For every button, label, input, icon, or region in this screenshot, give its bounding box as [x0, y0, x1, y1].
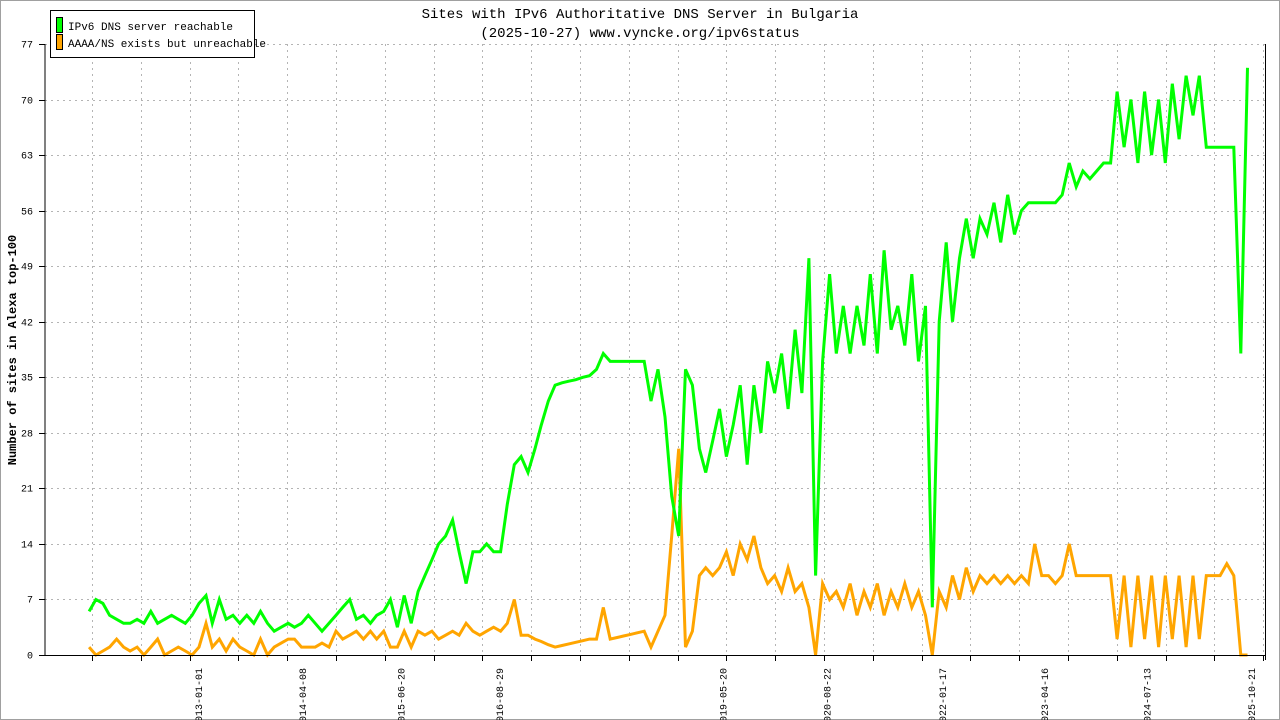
y-tick-label: 7 — [27, 596, 33, 607]
y-tick-label: 56 — [21, 208, 33, 219]
axes — [44, 44, 1266, 660]
x-tick-label: 2020-08-22 — [823, 668, 834, 720]
legend-label-unreachable: AAAA/NS exists but unreachable — [68, 39, 266, 51]
x-tick-label: 2023-04-16 — [1041, 668, 1052, 720]
y-ticks: 0 7 14 21 28 35 42 49 56 63 70 77 — [21, 41, 45, 663]
legend: IPv6 DNS server reachable AAAA/NS exists… — [50, 10, 266, 58]
y-tick-label: 63 — [21, 152, 33, 163]
chart-subtitle: (2025-10-27) www.vyncke.org/ipv6status — [480, 26, 799, 42]
x-tick-label: 2013-01-01 — [195, 668, 206, 720]
y-tick-label: 42 — [21, 319, 33, 330]
chart-title: Sites with IPv6 Authoritative DNS Server… — [422, 7, 859, 23]
x-tick-label: 2025-10-21 — [1248, 668, 1259, 720]
y-tick-label: 28 — [21, 430, 33, 441]
x-tick-label: 2019-05-20 — [720, 668, 731, 720]
y-tick-label: 14 — [21, 541, 33, 552]
x-tick-label: 2014-04-08 — [299, 668, 310, 720]
y-tick-label: 35 — [21, 374, 33, 385]
legend-box — [50, 10, 255, 58]
legend-swatch-ipv6-reachable — [56, 17, 63, 33]
series-layer — [87, 67, 1249, 658]
series-line-ipv6-reachable — [87, 67, 1249, 634]
y-axis-label: Number of sites in Alexa top-100 — [6, 235, 20, 465]
y-tick-label: 77 — [21, 41, 33, 52]
x-tick-label: 2022-01-17 — [939, 668, 950, 720]
x-ticks: 2013-01-01 2014-04-08 2015-06-20 2016-08-29… — [92, 655, 1264, 720]
y-tick-label: 70 — [21, 97, 33, 108]
x-tick-label: 2016-08-29 — [496, 668, 507, 720]
x-tick-label: 2015-06-20 — [398, 668, 409, 720]
series-line-unreachable — [87, 448, 1248, 658]
x-tick-label: 2024-07-13 — [1143, 668, 1154, 720]
legend-swatch-unreachable — [56, 34, 63, 50]
y-tick-label: 21 — [21, 485, 33, 496]
legend-label-ipv6-reachable: IPv6 DNS server reachable — [68, 22, 233, 34]
y-tick-label: 49 — [21, 263, 33, 274]
y-tick-label: 0 — [27, 652, 33, 663]
